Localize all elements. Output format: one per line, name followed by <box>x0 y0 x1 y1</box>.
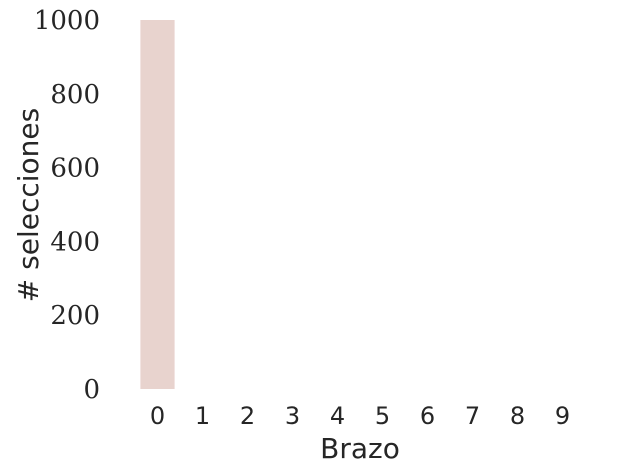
x-tick-label: 9 <box>555 402 570 430</box>
y-tick-label: 400 <box>50 227 100 257</box>
y-tick-labels: 0 200 400 600 800 1000 <box>34 6 100 405</box>
x-tick-label: 2 <box>240 402 255 430</box>
x-tick-label: 6 <box>420 402 435 430</box>
y-tick-label: 800 <box>50 80 100 110</box>
y-tick-label: 200 <box>50 301 100 331</box>
x-tick-label: 4 <box>330 402 345 430</box>
bars-group <box>140 20 175 389</box>
x-tick-label: 7 <box>465 402 480 430</box>
x-axis-label: Brazo <box>320 432 400 465</box>
y-axis-label: # selecciones <box>12 108 45 302</box>
y-tick-label: 0 <box>83 375 100 405</box>
y-tick-label: 1000 <box>34 6 100 36</box>
x-tick-label: 5 <box>375 402 390 430</box>
x-tick-label: 0 <box>150 402 165 430</box>
x-tick-labels: 0 1 2 3 4 5 6 7 8 9 <box>150 402 570 430</box>
x-tick-label: 3 <box>285 402 300 430</box>
y-tick-label: 600 <box>50 154 100 184</box>
x-tick-label: 8 <box>510 402 525 430</box>
bar-0 <box>140 20 175 389</box>
x-tick-label: 1 <box>195 402 210 430</box>
